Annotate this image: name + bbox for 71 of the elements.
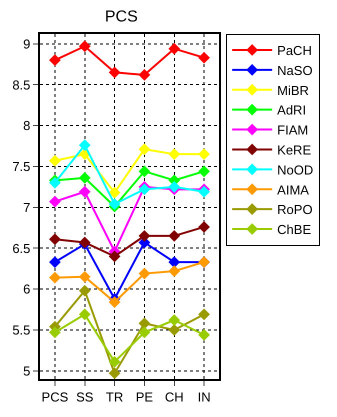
point bbox=[198, 186, 210, 198]
y-tick-label: 8.5 bbox=[12, 77, 30, 92]
legend-label: ChBE bbox=[277, 222, 312, 238]
point bbox=[78, 186, 91, 198]
point bbox=[138, 326, 150, 338]
point bbox=[168, 314, 180, 326]
y-tick-label: 7.5 bbox=[12, 158, 30, 174]
y-tick-label: 6.5 bbox=[12, 240, 30, 256]
point bbox=[108, 198, 120, 210]
point bbox=[138, 230, 150, 242]
point bbox=[49, 256, 61, 268]
point bbox=[198, 148, 210, 160]
legend-label: MiBR bbox=[277, 82, 309, 98]
legend-label: NaSO bbox=[277, 62, 313, 78]
y-tick-label: 7 bbox=[23, 200, 30, 215]
legend-label: FIAM bbox=[277, 122, 308, 138]
chart-title: PCS bbox=[104, 8, 138, 26]
y-tick-label: 9 bbox=[23, 36, 30, 52]
point bbox=[198, 221, 210, 233]
point bbox=[49, 54, 61, 66]
point bbox=[78, 40, 91, 52]
point bbox=[168, 230, 180, 242]
point bbox=[168, 265, 180, 277]
point bbox=[108, 356, 120, 368]
legend-label: RoPO bbox=[277, 202, 313, 218]
point bbox=[138, 183, 150, 196]
point bbox=[108, 367, 120, 379]
x-tick-label: IN bbox=[198, 390, 211, 405]
x-tick-label: SS bbox=[76, 390, 94, 405]
legend-label: AdRI bbox=[277, 102, 306, 118]
point bbox=[138, 318, 150, 330]
point bbox=[138, 268, 150, 280]
point bbox=[49, 272, 61, 284]
point bbox=[198, 308, 210, 320]
legend-label: PaCH bbox=[277, 43, 312, 58]
x-tick-label: TR bbox=[106, 390, 124, 405]
point bbox=[78, 139, 91, 152]
point bbox=[138, 69, 150, 81]
point bbox=[78, 308, 91, 320]
y-tick-label: 8 bbox=[23, 118, 30, 134]
point bbox=[168, 42, 180, 55]
point bbox=[49, 196, 61, 208]
y-tick-label: 5 bbox=[23, 363, 30, 378]
point bbox=[108, 296, 120, 308]
point bbox=[78, 270, 91, 283]
point bbox=[108, 250, 120, 262]
point bbox=[108, 186, 120, 198]
point bbox=[198, 52, 210, 64]
x-tick-label: PE bbox=[136, 390, 154, 405]
x-tick-label: PCS bbox=[42, 390, 69, 405]
point bbox=[78, 172, 91, 184]
point bbox=[78, 284, 91, 297]
point bbox=[108, 66, 120, 78]
y-tick-label: 5.5 bbox=[12, 322, 30, 338]
point bbox=[138, 166, 150, 178]
point bbox=[198, 166, 210, 178]
y-tick-label: 6 bbox=[23, 282, 30, 297]
x-tick-label: CH bbox=[164, 390, 184, 405]
point bbox=[168, 256, 180, 268]
legend-label: NoOD bbox=[277, 162, 314, 178]
point bbox=[168, 181, 180, 193]
legend-label: AIMA bbox=[277, 182, 310, 198]
point bbox=[49, 154, 61, 167]
point bbox=[49, 326, 61, 338]
point bbox=[168, 324, 180, 336]
point bbox=[138, 143, 150, 156]
point bbox=[49, 233, 61, 246]
legend-label: KeRE bbox=[277, 142, 312, 158]
point bbox=[49, 176, 61, 189]
point bbox=[168, 148, 180, 160]
point bbox=[198, 329, 210, 341]
